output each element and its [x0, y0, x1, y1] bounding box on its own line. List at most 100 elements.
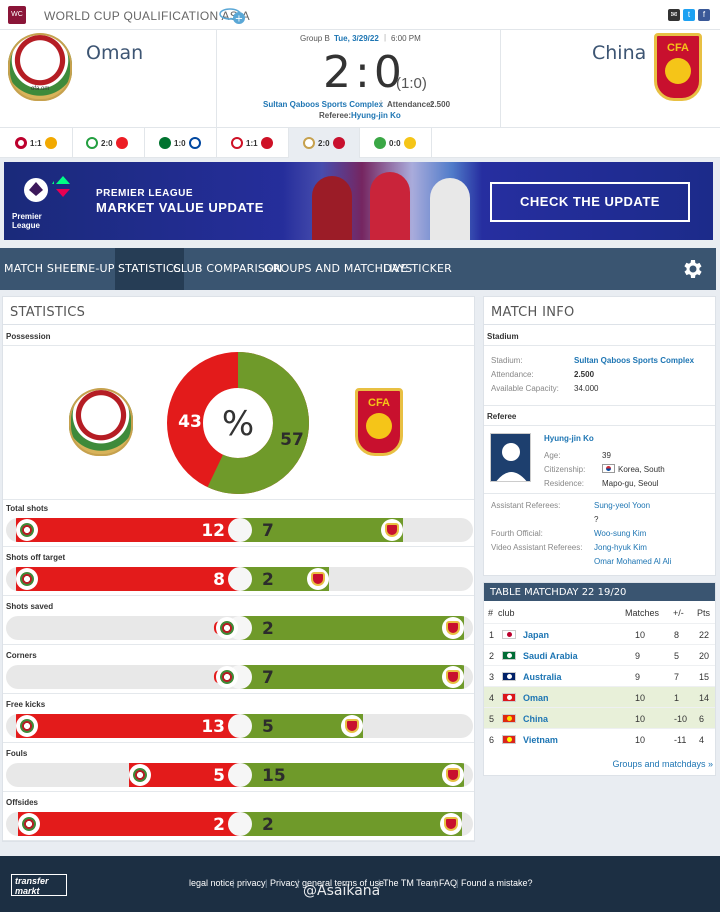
- col-pts[interactable]: Pts: [697, 608, 711, 618]
- table-row[interactable]: 1 Japan 10 8 22: [484, 623, 715, 644]
- footer-link[interactable]: Privacy: [270, 878, 300, 888]
- premier-league-banner[interactable]: Premier League PREMIER LEAGUE MARKET VAL…: [4, 162, 713, 240]
- rank: 4: [489, 693, 495, 703]
- away-crest[interactable]: CFA: [654, 33, 702, 101]
- stat-away-value: 7: [262, 668, 274, 688]
- var-link[interactable]: Omar Mohamed Al Ali: [594, 557, 672, 566]
- table-row[interactable]: 4 Oman 10 1 14: [484, 686, 715, 707]
- banner-arrow-icon: [56, 176, 70, 198]
- club-link[interactable]: Saudi Arabia: [523, 651, 578, 661]
- col-matches[interactable]: Matches: [625, 608, 660, 618]
- club-link[interactable]: Vietnam: [523, 735, 558, 745]
- home-crest-icon: [16, 715, 38, 737]
- footer-link[interactable]: The TM Team: [383, 878, 439, 888]
- stadium-link[interactable]: Sultan Qaboos Sports Complex: [574, 356, 695, 365]
- home-crest[interactable]: [8, 33, 72, 101]
- iran-crest-icon: [86, 137, 98, 149]
- matches: 10: [635, 735, 646, 745]
- footer-separator: |: [297, 878, 300, 888]
- result-item[interactable]: 2:0: [303, 128, 345, 158]
- referee-link[interactable]: Hyung-jin Ko: [351, 111, 401, 120]
- watermark: @Asaikana: [303, 883, 381, 899]
- points: 4: [699, 735, 705, 745]
- assistant-referee-link[interactable]: Sung-yeol Yoon: [594, 501, 651, 510]
- club-link[interactable]: Oman: [523, 693, 549, 703]
- stadium-link[interactable]: Sultan Qaboos Sports Complex: [263, 100, 384, 109]
- gear-icon[interactable]: [681, 257, 705, 281]
- club-link[interactable]: Japan: [523, 630, 550, 640]
- email-share-icon[interactable]: ✉: [668, 9, 680, 21]
- divider: [3, 546, 474, 547]
- table-row[interactable]: 6 Vietnam 10 -11 4: [484, 728, 715, 749]
- footer-link[interactable]: legal notice: [189, 878, 235, 888]
- capacity-value: 34.000: [574, 384, 599, 393]
- var-link[interactable]: Jong-hyuk Kim: [594, 543, 647, 552]
- oman-crest-icon: [303, 137, 315, 149]
- match-date[interactable]: Tue, 3/29/22: [334, 34, 379, 43]
- stat-bar: 13 5: [6, 714, 473, 738]
- possession-away-value: 57: [280, 430, 304, 450]
- footer-link[interactable]: general terms of use: [302, 878, 385, 888]
- tab-statistics[interactable]: STATISTICS: [115, 248, 185, 290]
- twitter-share-icon[interactable]: t: [683, 9, 695, 21]
- away-team-name[interactable]: China: [592, 42, 647, 64]
- tab-live-ticker[interactable]: LIVE TICKER: [383, 262, 452, 275]
- away-crest-icon: [439, 813, 462, 835]
- home-team-name[interactable]: Oman: [86, 42, 144, 64]
- statistics-title: STATISTICS: [3, 297, 474, 325]
- facebook-share-icon[interactable]: f: [698, 9, 710, 21]
- divider: [3, 595, 474, 596]
- table-row[interactable]: 2 Saudi Arabia 9 5 20: [484, 644, 715, 665]
- table-row[interactable]: 3 Australia 9 7 15: [484, 665, 715, 686]
- table-row[interactable]: 5 China 10 -10 6: [484, 707, 715, 728]
- stat-away-value: 2: [262, 619, 274, 639]
- club-link[interactable]: China: [523, 714, 549, 724]
- goal-diff: 1: [674, 693, 680, 703]
- fourth-official-link[interactable]: Woo-sung Kim: [594, 529, 647, 538]
- footer-separator: |: [232, 878, 235, 888]
- attendance-label: Attendance:: [387, 100, 434, 109]
- possession-donut: % 43 57: [167, 352, 309, 494]
- club-link[interactable]: Australia: [523, 672, 562, 682]
- col-diff[interactable]: +/-: [673, 608, 684, 618]
- result-item[interactable]: 1:0: [159, 128, 201, 158]
- home-crest-possession: [69, 388, 133, 456]
- add-competition-icon[interactable]: +: [218, 5, 246, 25]
- result-item-active[interactable]: [288, 128, 360, 158]
- points: 14: [699, 693, 710, 703]
- result-item[interactable]: 1:1: [231, 128, 273, 158]
- result-divider: [144, 128, 145, 158]
- divider: [3, 644, 474, 645]
- referee-name-link[interactable]: Hyung-jin Ko: [544, 434, 594, 443]
- result-item[interactable]: 1:1: [15, 128, 57, 158]
- svg-text:+: +: [235, 14, 243, 25]
- stat-label: Shots saved: [6, 602, 54, 611]
- result-item[interactable]: 0:0: [374, 128, 416, 158]
- stat-bar: 02: [6, 616, 473, 640]
- groups-matchdays-link[interactable]: Groups and matchdays »: [612, 759, 713, 769]
- check-update-button[interactable]: CHECK THE UPDATE: [490, 182, 690, 222]
- footer-link[interactable]: Found a mistake?: [461, 878, 533, 888]
- table-panel: TABLE MATCHDAY 22 19/20 # club Matches +…: [483, 582, 716, 776]
- competition-title[interactable]: WORLD CUP QUALIFICATION ASIA: [44, 9, 250, 23]
- referee-avatar[interactable]: [490, 433, 531, 482]
- goal-diff: -10: [674, 714, 688, 724]
- player-silhouette: [430, 178, 470, 240]
- tab-club-comparison[interactable]: CLUB COMPARISON: [173, 262, 283, 275]
- top-header: WC WORLD CUP QUALIFICATION ASIA + ✉ t f: [0, 0, 720, 30]
- footer-link[interactable]: privacy: [237, 878, 266, 888]
- stadium-section-label: Stadium: [487, 332, 519, 341]
- result-item[interactable]: 2:0: [86, 128, 128, 158]
- transfermarkt-logo[interactable]: transfer markt: [11, 874, 67, 896]
- tab-groups-matchdays[interactable]: GROUPS AND MATCHDAYS: [264, 262, 413, 275]
- footer-link[interactable]: FAQ: [439, 878, 458, 888]
- tab-line-ups[interactable]: LINE-UPS: [70, 262, 122, 275]
- divider: [484, 493, 715, 494]
- footer-separator: |: [456, 878, 459, 888]
- possession-label: Possession: [6, 332, 51, 341]
- tab-match-sheet[interactable]: MATCH SHEET: [4, 262, 84, 275]
- home-crest-icon: [216, 666, 238, 688]
- divider: [3, 742, 474, 743]
- result-divider: [216, 128, 217, 158]
- residence-value: Mapo-gu, Seoul: [602, 479, 659, 488]
